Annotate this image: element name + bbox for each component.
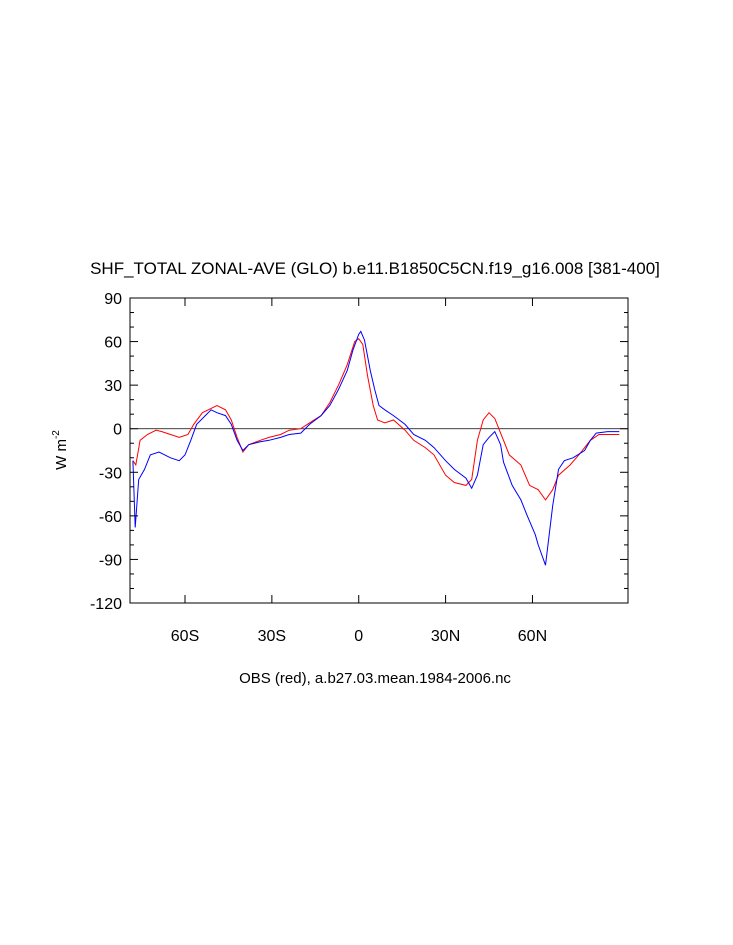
x-tick-label: 60S <box>171 628 199 645</box>
y-axis-label: W m-2 <box>51 430 70 470</box>
x-axis-label: OBS (red), a.b27.03.mean.1984-2006.nc <box>239 670 511 687</box>
y-tick-label: -120 <box>90 596 122 613</box>
x-tick-label: 0 <box>354 628 363 645</box>
chart-title: SHF_TOTAL ZONAL-AVE (GLO) b.e11.B1850C5C… <box>90 259 660 278</box>
x-tick-label: 30N <box>431 628 460 645</box>
y-tick-label: -90 <box>99 552 122 569</box>
y-tick-label: 30 <box>104 378 122 395</box>
x-tick-label: 30S <box>258 628 286 645</box>
y-axis-label-superscript: -2 <box>51 430 62 439</box>
series-line <box>132 337 620 501</box>
series-line <box>132 330 620 566</box>
y-tick-label: 60 <box>104 335 122 352</box>
y-axis-label-text: W m <box>53 439 70 470</box>
y-tick-label: -30 <box>99 465 122 482</box>
plot-frame <box>129 297 629 604</box>
x-tick-label: 60N <box>518 628 547 645</box>
y-tick-label: -60 <box>99 509 122 526</box>
y-tick-label: 90 <box>104 291 122 308</box>
y-tick-label: 0 <box>113 422 122 439</box>
